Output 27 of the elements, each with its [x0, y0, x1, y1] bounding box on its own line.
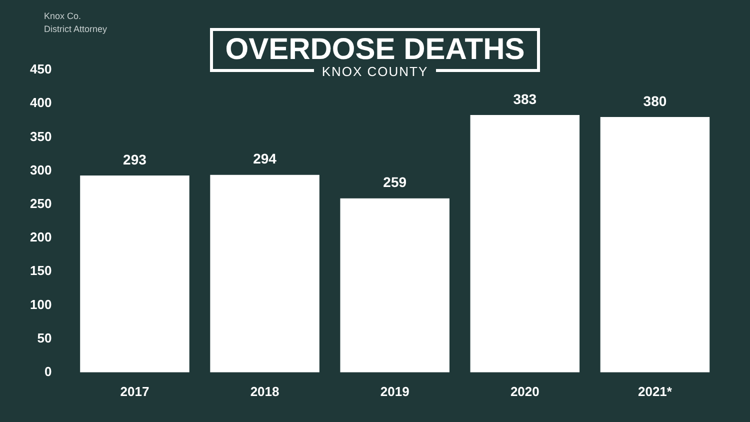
data-label: 383	[513, 90, 537, 107]
bar	[340, 198, 450, 372]
y-tick-label: 450	[30, 62, 52, 77]
data-label: 293	[123, 151, 147, 168]
y-tick-label: 300	[30, 162, 52, 178]
y-tick-label: 350	[30, 128, 52, 144]
data-label: 380	[643, 92, 667, 109]
y-tick-label: 150	[30, 263, 52, 278]
text: Knox Co. District Attorney	[44, 10, 108, 36]
y-tick-label: 50	[37, 330, 52, 346]
x-tick-label: 2017	[120, 384, 150, 399]
bar	[600, 117, 710, 372]
bar	[470, 115, 580, 372]
x-tick-label: 2021*	[638, 384, 673, 399]
chart-subtitle: KNOX COUNTY	[314, 64, 436, 80]
y-tick-label: 0	[44, 364, 52, 379]
x-tick-label: 2018	[250, 384, 280, 399]
data-label: 294	[253, 150, 277, 167]
y-tick-label: 100	[30, 296, 52, 312]
data-label: 259	[383, 174, 407, 190]
x-tick-label: 2019	[380, 384, 410, 399]
y-tick-label: 250	[30, 196, 52, 211]
bar	[210, 174, 320, 372]
bar	[80, 176, 190, 372]
y-tick-label: 400	[30, 95, 52, 110]
x-tick-label: 2020	[510, 384, 540, 399]
y-tick-label: 200	[30, 230, 52, 245]
